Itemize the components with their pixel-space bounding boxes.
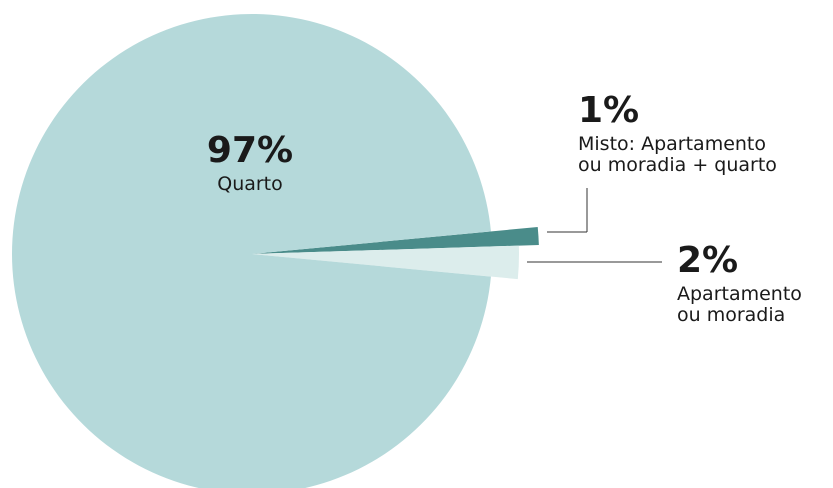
value-label: 2% [677, 240, 738, 281]
category-label: Misto: Apartamento [578, 133, 766, 155]
pie-slice [252, 226, 539, 254]
value-label: 97% [207, 130, 293, 171]
pie-slice [12, 14, 491, 488]
category-label: ou moradia [677, 304, 785, 326]
value-label: 1% [578, 90, 639, 131]
category-label: Apartamento [677, 283, 802, 305]
category-label: Quarto [217, 173, 283, 195]
category-label: ou moradia + quarto [578, 154, 777, 176]
pie-slice [252, 245, 519, 280]
